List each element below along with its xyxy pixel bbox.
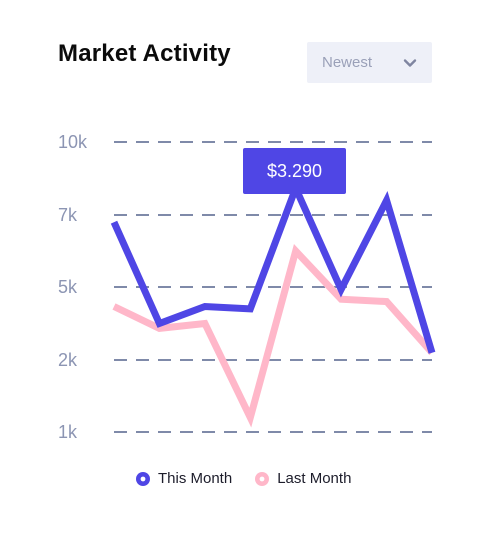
y-tick-label: 7k: [58, 205, 78, 225]
y-tick-label: 10k: [58, 132, 88, 152]
series-line-last-month: [112, 244, 435, 428]
data-point-last-month[interactable]: [156, 325, 162, 331]
y-tick-label: 1k: [58, 422, 78, 442]
this-month-circle-dot-icon: [135, 471, 151, 487]
chevron-down-icon: [402, 55, 418, 71]
legend-item-this-month[interactable]: This Month: [135, 470, 232, 487]
data-point-last-month[interactable]: [429, 350, 435, 356]
legend-label-last-month: Last Month: [277, 470, 352, 487]
series-line-this-month: [110, 179, 436, 354]
data-point-last-month[interactable]: [293, 248, 299, 254]
data-point-this-month[interactable]: [111, 219, 117, 225]
data-point-last-month[interactable]: [384, 299, 390, 305]
data-point-last-month[interactable]: [202, 321, 208, 327]
chart-markers: [111, 180, 435, 421]
data-point-this-month[interactable]: [384, 197, 390, 203]
sort-dropdown-label: Newest: [322, 54, 373, 71]
chart-legend: This Month Last Month: [135, 470, 351, 487]
data-point-last-month[interactable]: [111, 304, 117, 310]
y-tick-label: 2k: [58, 350, 78, 370]
y-tick-label: 5k: [58, 277, 78, 297]
chart-tooltip: $3.290: [243, 148, 346, 194]
data-point-last-month[interactable]: [338, 296, 344, 302]
last-month-circle-dot-icon: [254, 471, 270, 487]
y-axis: 10k 7k 5k 2k 1k: [58, 132, 88, 442]
chart-series: [110, 179, 436, 428]
sort-dropdown[interactable]: Newest: [307, 42, 432, 83]
chart-grid: [114, 141, 432, 433]
legend-label-this-month: This Month: [158, 470, 233, 487]
data-point-this-month[interactable]: [338, 286, 344, 292]
legend-item-last-month[interactable]: Last Month: [254, 470, 351, 487]
data-point-this-month[interactable]: [247, 306, 253, 312]
data-point-this-month[interactable]: [202, 304, 208, 310]
data-point-last-month[interactable]: [247, 415, 253, 421]
chart-title: Market Activity: [58, 40, 231, 67]
